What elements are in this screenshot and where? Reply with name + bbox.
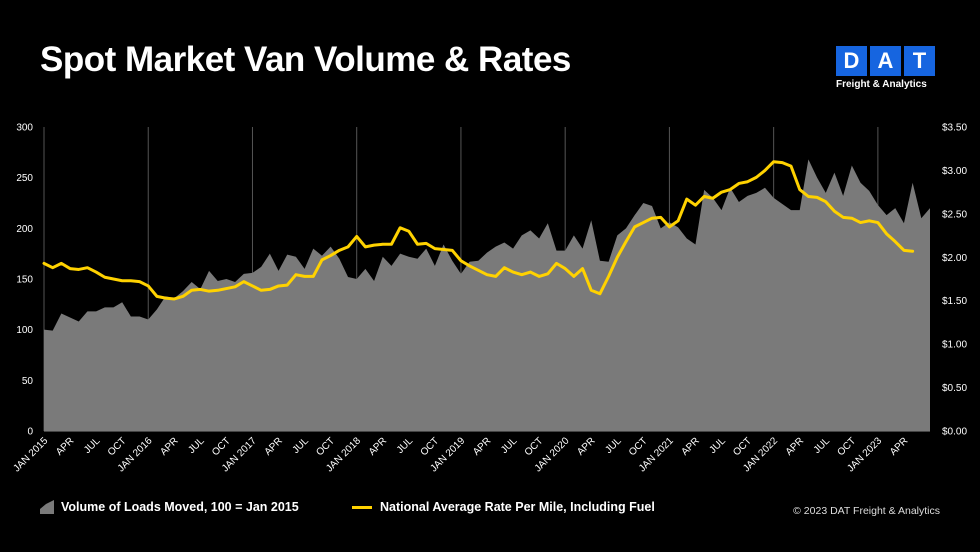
left-axis-tick-label: 0 (27, 427, 33, 438)
volume-area (44, 159, 930, 431)
line-legend-icon (352, 505, 372, 509)
rate-line-layer (42, 160, 915, 301)
x-axis-tick-label: OCT (523, 436, 546, 459)
legend-rate-label: National Average Rate Per Mile, Includin… (380, 500, 655, 514)
left-axis: 0 50 100 150 200 250 300 (16, 123, 33, 438)
x-axis-tick-label: JUL (291, 435, 312, 456)
legend-rate: National Average Rate Per Mile, Includin… (352, 500, 655, 514)
x-axis-tick-label: OCT (627, 436, 650, 459)
right-axis-tick-label: $3.00 (942, 166, 967, 177)
logo-letter-a: A (870, 46, 901, 76)
x-axis-tick-label: APR (54, 436, 76, 458)
x-axis-tick-label: APR (367, 436, 389, 458)
right-axis-tick-label: $1.00 (942, 340, 967, 351)
x-axis-tick-label: APR (784, 436, 806, 458)
volume-area-layer (44, 159, 930, 431)
x-axis-tick-label: JUL (603, 435, 624, 456)
x-axis-tick-label: APR (575, 436, 597, 458)
copyright-text: © 2023 DAT Freight & Analytics (793, 505, 940, 517)
left-axis-tick-label: 300 (16, 123, 33, 134)
right-axis: $0.00 $0.50 $1.00 $1.50 $2.00 $2.50 $3.00 $3.50 (942, 123, 967, 438)
x-axis-tick-label: JAN 2015 (12, 435, 51, 474)
x-axis-tick-label: JUL (395, 435, 416, 456)
logo-subtitle: Freight & Analytics (836, 79, 927, 90)
x-axis-tick-label: OCT (106, 436, 129, 459)
legend-volume: Volume of Loads Moved, 100 = Jan 2015 (40, 500, 299, 514)
right-axis-tick-label: $2.50 (942, 209, 967, 220)
x-axis-tick-label: OCT (210, 436, 233, 459)
x-axis-tick-label: OCT (314, 436, 337, 459)
x-axis-tick-label: APR (158, 436, 180, 458)
left-axis-tick-label: 50 (22, 376, 34, 387)
x-axis-tick-label: JUL (708, 435, 729, 456)
x-axis-tick-label: JUL (82, 435, 103, 456)
left-axis-tick-label: 150 (16, 275, 33, 286)
x-axis-tick-label: APR (471, 436, 493, 458)
x-axis-tick-label: OCT (835, 436, 858, 459)
left-axis-tick-label: 200 (16, 224, 33, 235)
x-axis-tick-label: OCT (731, 436, 754, 459)
x-axis-tick-label: APR (263, 436, 285, 458)
left-axis-tick-label: 100 (16, 325, 33, 336)
x-axis-tick-label: APR (680, 436, 702, 458)
logo-letter-t: T (904, 46, 935, 76)
area-legend-icon (40, 500, 54, 514)
legend-volume-label: Volume of Loads Moved, 100 = Jan 2015 (61, 500, 299, 514)
logo-letters: D A T (836, 46, 936, 76)
chart-title: Spot Market Van Volume & Rates (40, 40, 571, 79)
x-axis-tick-label: APR (888, 436, 910, 458)
rate-line (42, 160, 915, 301)
x-axis-tick-label: JUL (499, 435, 520, 456)
dat-logo: D A T Freight & Analytics (836, 46, 936, 90)
x-axis-tick-label: JUL (812, 435, 833, 456)
logo-letter-d: D (836, 46, 867, 76)
right-axis-tick-label: $1.50 (942, 296, 967, 307)
right-axis-tick-label: $0.00 (942, 427, 967, 438)
x-axis-tick-label: OCT (419, 436, 442, 459)
right-axis-tick-label: $2.00 (942, 253, 967, 264)
x-axis-tick-label: JUL (186, 435, 207, 456)
left-axis-tick-label: 250 (16, 173, 33, 184)
right-axis-tick-label: $3.50 (942, 123, 967, 134)
right-axis-tick-label: $0.50 (942, 383, 967, 394)
